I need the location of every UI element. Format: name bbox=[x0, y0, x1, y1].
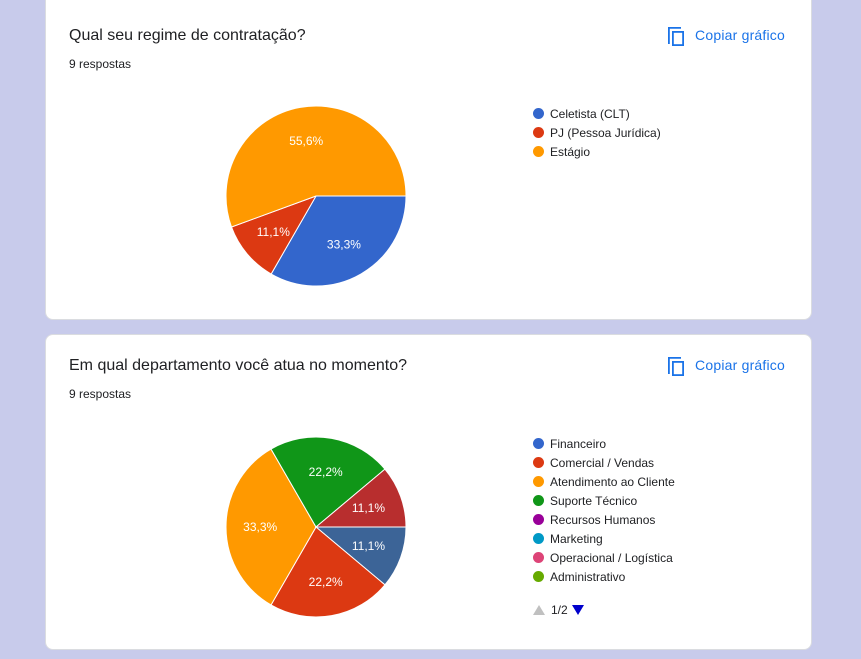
pie-slice[interactable] bbox=[270, 195, 407, 287]
pie-slice-label: 55,6% bbox=[289, 134, 323, 148]
copy-icon bbox=[668, 357, 685, 376]
chart-title: Em qual departamento você atua no moment… bbox=[69, 357, 407, 374]
legend-label: PJ (Pessoa Jurídica) bbox=[550, 125, 661, 140]
legend-label: Comercial / Vendas bbox=[550, 455, 655, 470]
chart-legend: Celetista (CLT) PJ (Pessoa Jurídica) Estág… bbox=[533, 104, 661, 161]
chart-legend: Financeiro Comercial / Vendas Atendimento … bbox=[533, 434, 675, 586]
legend-swatch bbox=[533, 146, 544, 157]
pie-slice-label: 22,2% bbox=[309, 575, 343, 589]
legend-item[interactable]: Financeiro bbox=[533, 434, 675, 453]
legend-item[interactable]: Atendimento ao Cliente bbox=[533, 472, 675, 491]
legend-item[interactable]: PJ (Pessoa Jurídica) bbox=[533, 123, 661, 142]
copy-chart-button[interactable]: Copiar gráfico bbox=[665, 354, 785, 376]
legend-swatch bbox=[533, 495, 544, 506]
pie-slice[interactable] bbox=[314, 468, 407, 528]
copy-icon bbox=[668, 27, 685, 46]
legend-item[interactable]: Comercial / Vendas bbox=[533, 453, 675, 472]
legend-label: Administrativo bbox=[550, 569, 626, 584]
pie-slice[interactable] bbox=[270, 526, 386, 618]
legend-swatch bbox=[533, 108, 544, 119]
question-card-department: Em qual departamento você atua no moment… bbox=[45, 334, 812, 650]
legend-label: Operacional / Logística bbox=[550, 550, 673, 565]
pie-slice-label: 33,3% bbox=[327, 237, 361, 251]
legend-swatch bbox=[533, 476, 544, 487]
legend-item[interactable]: Marketing bbox=[533, 529, 675, 548]
legend-label: Financeiro bbox=[550, 436, 607, 451]
legend-swatch bbox=[533, 457, 544, 468]
legend-item[interactable]: Celetista (CLT) bbox=[533, 104, 661, 123]
pie-slice-label: 11,1% bbox=[352, 539, 385, 553]
copy-chart-label: Copiar gráfico bbox=[695, 27, 785, 43]
legend-label: Recursos Humanos bbox=[550, 512, 656, 527]
copy-chart-button[interactable]: Copiar gráfico bbox=[665, 24, 785, 46]
pie-chart-department: 11,1% 22,2% 33,3% 22,2% 11,1% bbox=[225, 436, 407, 618]
legend-swatch bbox=[533, 571, 544, 582]
legend-label: Atendimento ao Cliente bbox=[550, 474, 675, 489]
legend-label: Suporte Técnico bbox=[550, 493, 638, 508]
pie-chart-contract: 33,3% 11,1% 55,6% bbox=[225, 105, 407, 287]
legend-item[interactable]: Recursos Humanos bbox=[533, 510, 675, 529]
legend-swatch bbox=[533, 552, 544, 563]
pager-down-icon[interactable] bbox=[571, 605, 584, 615]
legend-swatch bbox=[533, 438, 544, 449]
pie-slice-label: 33,3% bbox=[243, 520, 277, 534]
legend-swatch bbox=[533, 514, 544, 525]
pager-text: 1/2 bbox=[551, 603, 568, 617]
legend-item[interactable]: Administrativo bbox=[533, 567, 675, 586]
legend-swatch bbox=[533, 533, 544, 544]
copy-chart-label: Copiar gráfico bbox=[695, 357, 785, 373]
pager-up-icon[interactable] bbox=[533, 605, 545, 615]
pie-slice-label: 11,1% bbox=[352, 501, 385, 515]
response-count: 9 respostas bbox=[69, 57, 132, 71]
legend-label: Celetista (CLT) bbox=[550, 106, 630, 121]
chart-title: Qual seu regime de contratação? bbox=[69, 27, 306, 44]
legend-swatch bbox=[533, 127, 544, 138]
pie-slice[interactable] bbox=[225, 105, 407, 228]
pie-slice[interactable] bbox=[270, 436, 386, 528]
legend-label: Estágio bbox=[550, 144, 591, 159]
legend-item[interactable]: Suporte Técnico bbox=[533, 491, 675, 510]
legend-label: Marketing bbox=[550, 531, 603, 546]
legend-pager: 1/2 bbox=[533, 603, 584, 617]
legend-item[interactable]: Operacional / Logística bbox=[533, 548, 675, 567]
legend-item[interactable]: Estágio bbox=[533, 142, 661, 161]
pie-slice-label: 22,2% bbox=[309, 465, 343, 479]
response-count: 9 respostas bbox=[69, 387, 132, 401]
pie-slice[interactable] bbox=[225, 448, 317, 606]
question-card-contract: Qual seu regime de contratação? 9 respos… bbox=[45, 0, 812, 320]
pie-slice-label: 11,1% bbox=[257, 225, 290, 239]
